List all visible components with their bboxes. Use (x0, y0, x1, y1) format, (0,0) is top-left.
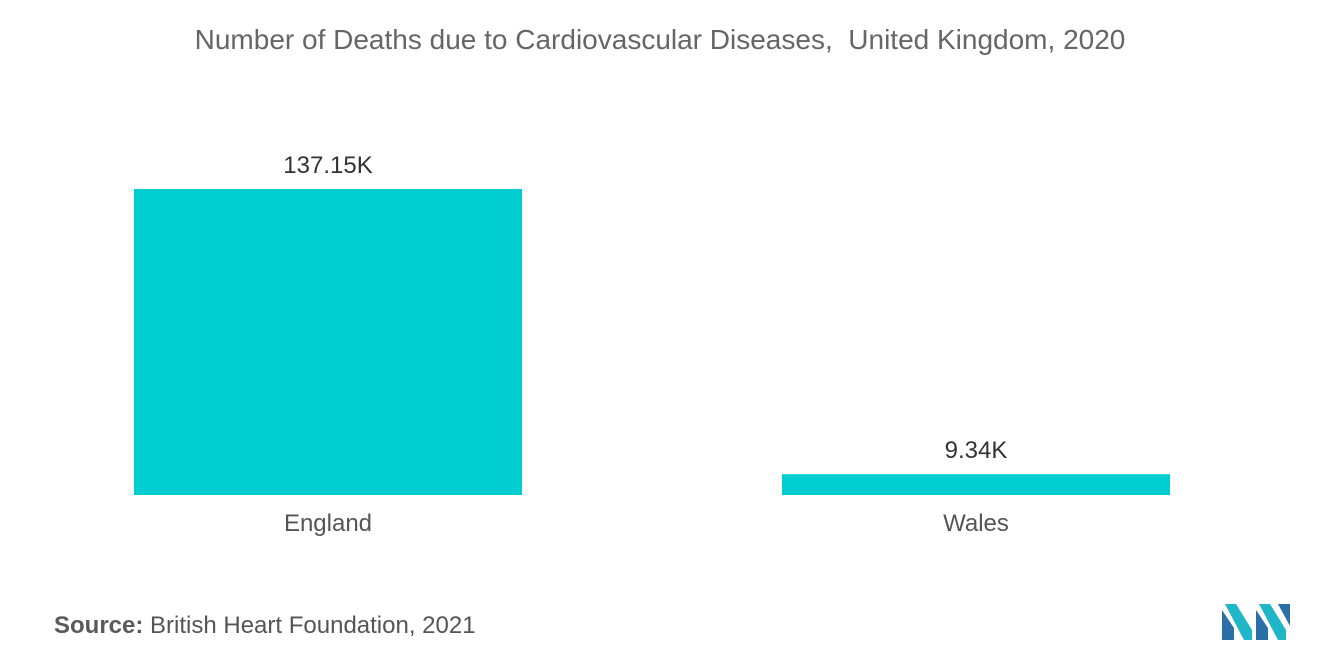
value-label-wales: 9.34K (945, 437, 1008, 464)
source-label: Source: (54, 612, 144, 639)
value-label-england: 137.15K (283, 152, 372, 179)
bar-england (134, 189, 522, 495)
bar-wales (782, 474, 1170, 495)
source-line: Source: British Heart Foundation, 2021 (54, 612, 476, 640)
category-label-england: England (284, 510, 372, 537)
category-label-wales: Wales (943, 510, 1009, 537)
chart-title: Number of Deaths due to Cardiovascular D… (194, 24, 1126, 55)
mordor-intelligence-logo-icon (1222, 604, 1290, 640)
source-text: British Heart Foundation, 2021 (150, 612, 476, 639)
